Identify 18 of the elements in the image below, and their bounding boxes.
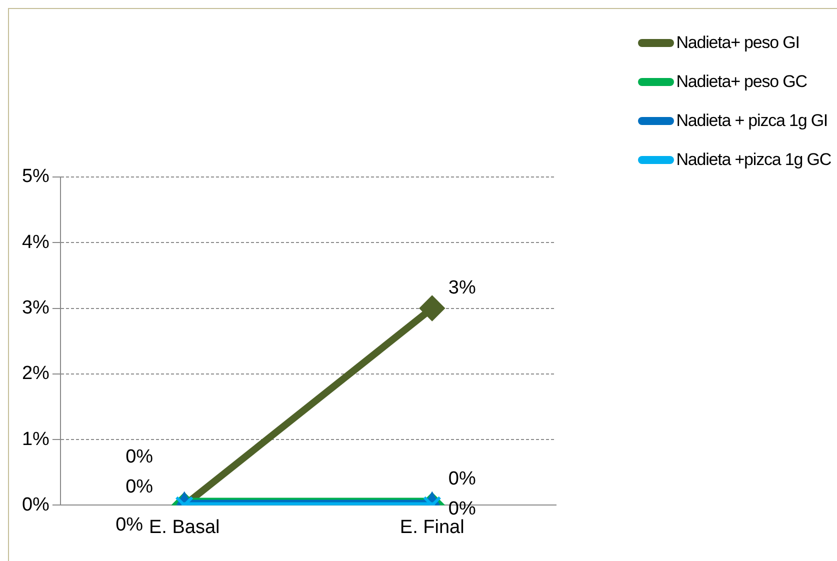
data-label: 0% bbox=[126, 476, 154, 498]
data-label: 0% bbox=[448, 498, 476, 520]
y-tick-label: 0% bbox=[22, 494, 50, 516]
legend-label: Nadieta+ peso GC bbox=[676, 72, 807, 92]
y-tick-label: 4% bbox=[22, 232, 50, 253]
data-label: 0% bbox=[126, 446, 154, 468]
y-tick-label: 5% bbox=[22, 166, 50, 188]
data-label: 0% bbox=[448, 468, 476, 490]
y-tick-label: 3% bbox=[22, 298, 50, 319]
x-tick-label: E. Basal bbox=[148, 516, 220, 538]
x-tick-label: E. Final bbox=[400, 516, 464, 538]
data-label: 3% bbox=[448, 278, 476, 299]
legend-label: Nadieta +pizca 1g GC bbox=[676, 150, 831, 170]
legend-label: Nadieta+ peso GI bbox=[676, 32, 800, 52]
data-label: 0% bbox=[116, 514, 144, 536]
y-tick-label: 1% bbox=[22, 428, 50, 450]
y-tick-label: 2% bbox=[22, 363, 50, 384]
legend-label: Nadieta + pizca 1g GI bbox=[676, 110, 828, 130]
